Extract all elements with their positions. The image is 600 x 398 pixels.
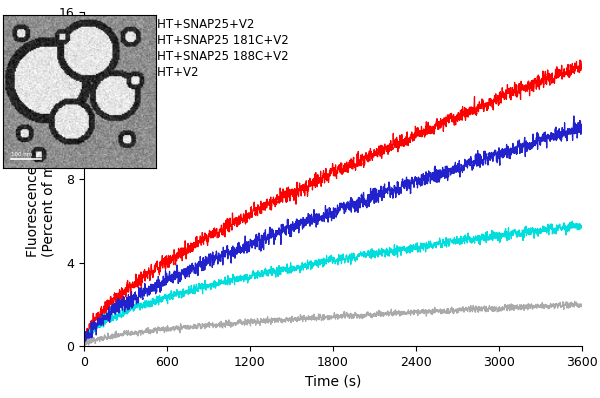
Text: 100 nm: 100 nm: [11, 152, 32, 157]
X-axis label: Time (s): Time (s): [305, 375, 361, 388]
Legend: STX1AHT+SNAP25+V2, STX1AHT+SNAP25 181C+V2, STX1AHT+SNAP25 188C+V2, STX1AHT+V2: STX1AHT+SNAP25+V2, STX1AHT+SNAP25 181C+V…: [90, 18, 289, 79]
Y-axis label: Fluorescence Intensity
(Percent of maximum): Fluorescence Intensity (Percent of maxim…: [26, 101, 56, 257]
